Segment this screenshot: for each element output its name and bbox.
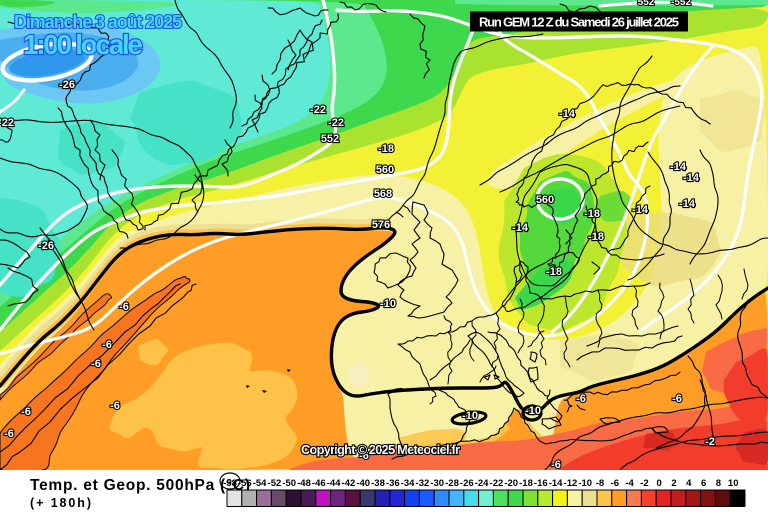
svg-text:-46: -46 [312, 478, 326, 489]
svg-text:-10: -10 [525, 405, 541, 417]
svg-text:-54: -54 [253, 478, 267, 489]
svg-text:-52: -52 [268, 478, 282, 489]
svg-text:-18: -18 [378, 143, 394, 155]
svg-text:-34: -34 [401, 478, 415, 489]
svg-text:6: 6 [701, 478, 706, 489]
svg-text:-2: -2 [705, 436, 715, 448]
svg-text:-6: -6 [611, 478, 619, 489]
svg-text:-36: -36 [386, 478, 400, 489]
svg-text:Copyright © 2025 Meteociel.fr: Copyright © 2025 Meteociel.fr [301, 442, 460, 457]
svg-text:560: 560 [536, 194, 554, 206]
svg-text:-6: -6 [91, 358, 101, 370]
svg-text:-14: -14 [670, 161, 687, 173]
svg-text:-6: -6 [102, 339, 112, 351]
svg-text:-6: -6 [359, 450, 369, 462]
svg-text:-28: -28 [445, 478, 459, 489]
svg-text:-14: -14 [632, 204, 649, 216]
svg-text:568: 568 [374, 188, 392, 200]
svg-text:-6: -6 [672, 393, 682, 405]
svg-text:-8: -8 [596, 478, 604, 489]
svg-text:576: 576 [372, 219, 390, 231]
svg-text:-26: -26 [59, 79, 75, 91]
svg-text:-12: -12 [564, 478, 578, 489]
svg-text:0: 0 [657, 478, 662, 489]
svg-text:-14: -14 [683, 172, 700, 184]
svg-text:-32: -32 [416, 478, 430, 489]
svg-text:Dimanche 3 août 2025: Dimanche 3 août 2025 [14, 12, 182, 32]
svg-text:-18: -18 [546, 266, 562, 278]
svg-text:-22: -22 [310, 104, 326, 116]
svg-text:-24: -24 [475, 478, 489, 489]
svg-text:-6: -6 [551, 459, 561, 471]
svg-text:8: 8 [716, 478, 721, 489]
svg-text:-26: -26 [38, 240, 54, 252]
svg-text:-2: -2 [640, 478, 648, 489]
svg-text:Run GEM 12 Z du Samedi 26 juil: Run GEM 12 Z du Samedi 26 juillet 2025 [479, 15, 679, 30]
svg-text:-14: -14 [559, 108, 576, 120]
svg-text:-42: -42 [342, 478, 356, 489]
svg-text:-6: -6 [119, 301, 129, 313]
svg-text:-14: -14 [679, 198, 696, 210]
svg-text:-14: -14 [549, 478, 563, 489]
svg-text:-30: -30 [430, 478, 444, 489]
svg-text:552: 552 [638, 0, 655, 8]
svg-text:-14: -14 [512, 222, 529, 234]
svg-text:-10: -10 [380, 298, 396, 310]
svg-text:-22: -22 [328, 117, 344, 129]
svg-text:-6: -6 [110, 400, 120, 412]
svg-text:560: 560 [376, 164, 394, 176]
svg-text:-22: -22 [0, 117, 14, 129]
svg-text:-552: -552 [671, 0, 691, 8]
svg-text:-18: -18 [588, 231, 604, 243]
svg-text:-6: -6 [21, 406, 31, 418]
svg-text:-10: -10 [578, 478, 592, 489]
svg-text:-58: -58 [223, 478, 237, 489]
svg-text:-6: -6 [576, 393, 586, 405]
svg-text:552: 552 [321, 133, 339, 145]
svg-text:-4: -4 [625, 478, 634, 489]
svg-text:-18: -18 [584, 208, 600, 220]
svg-text:-50: -50 [282, 478, 296, 489]
svg-text:(+ 180h): (+ 180h) [30, 496, 91, 510]
svg-text:-10: -10 [462, 410, 478, 422]
svg-text:1:00 locale: 1:00 locale [23, 29, 143, 60]
svg-text:-56: -56 [238, 478, 252, 489]
svg-text:-6: -6 [4, 428, 14, 440]
svg-text:-16: -16 [534, 478, 548, 489]
svg-text:-22: -22 [490, 478, 504, 489]
svg-text:10: 10 [728, 478, 739, 489]
svg-text:-38: -38 [371, 478, 385, 489]
svg-text:-40: -40 [356, 478, 370, 489]
svg-text:-44: -44 [327, 478, 341, 489]
svg-text:2: 2 [671, 478, 676, 489]
svg-text:-20: -20 [504, 478, 518, 489]
svg-text:Temp. et Geop. 500hPa (°C): Temp. et Geop. 500hPa (°C) [30, 477, 250, 494]
svg-text:-48: -48 [297, 478, 311, 489]
svg-text:4: 4 [686, 478, 692, 489]
svg-text:-18: -18 [519, 478, 533, 489]
svg-text:-26: -26 [460, 478, 474, 489]
